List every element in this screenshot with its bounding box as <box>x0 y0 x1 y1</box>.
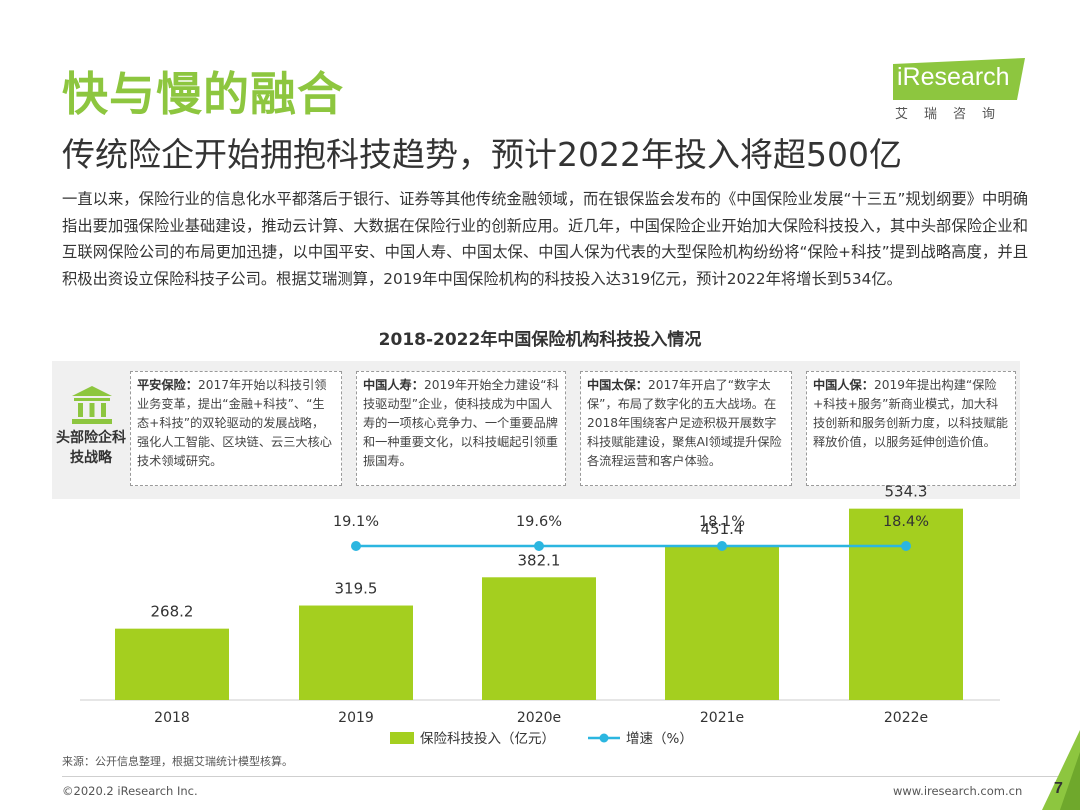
bar <box>665 546 779 700</box>
card-text: 2017年开启了“数字太保”，布局了数字化的五大战场。在2018年围绕客户足迹积… <box>587 378 782 468</box>
copyright-text: ©2020.2 iResearch Inc. <box>62 784 198 798</box>
growth-point <box>534 541 544 551</box>
growth-value-label: 18.4% <box>883 514 929 530</box>
chart-title: 2018-2022年中国保险机构科技投入情况 <box>378 330 702 350</box>
card-text: 2017年开始以科技引领业务变革，提出“金融+科技”、“生态+科技”的双轮驱动的… <box>137 378 332 468</box>
footer-divider <box>62 776 1062 777</box>
legend-swatch-point <box>599 733 609 743</box>
strategy-card-pingan: 平安保险：2017年开始以科技引领业务变革，提出“金融+科技”、“生态+科技”的… <box>130 371 342 486</box>
bar-value-label: 534.3 <box>885 483 928 501</box>
strategy-card-cpic: 中国太保：2017年开启了“数字太保”，布局了数字化的五大战场。在2018年围绕… <box>580 371 792 486</box>
bank-building-icon <box>72 386 112 424</box>
bar-value-label: 451.4 <box>701 520 744 538</box>
card-company-name: 中国人保： <box>813 378 874 392</box>
page-number: 7 <box>1054 780 1063 797</box>
growth-value-label: 19.6% <box>516 514 562 530</box>
card-company-name: 中国太保： <box>587 378 648 392</box>
card-text: 2019年提出构建“保险+科技+服务”新商业模式，加大科技创新和服务创新力度，以… <box>813 378 1008 449</box>
x-tick-label: 2021e <box>700 710 744 726</box>
growth-value-label: 19.1% <box>333 514 379 530</box>
website-text: www.iresearch.com.cn <box>893 784 1023 798</box>
corner-decoration-icon <box>1042 730 1080 810</box>
strategy-card-chinalife: 中国人寿：2019年开始全力建设“科技驱动型”企业，使科技成为中国人寿的一项核心… <box>356 371 566 486</box>
card-company-name: 中国人寿： <box>363 378 424 392</box>
page-title: 快与慢的融合 <box>62 67 344 121</box>
bar <box>849 508 963 700</box>
card-text: 2019年开始全力建设“科技驱动型”企业，使科技成为中国人寿的一项核心竞争力、一… <box>363 378 559 468</box>
source-note: 来源：公开信息整理，根据艾瑞统计模型核算。 <box>62 755 293 768</box>
bar <box>299 605 413 700</box>
card-company-name: 平安保险： <box>137 378 198 392</box>
logo-cn-text: 艾瑞咨询 <box>895 107 1012 122</box>
bar-value-label: 268.2 <box>151 603 194 621</box>
legend-label: 增速（%） <box>626 731 693 747</box>
strategy-card-picc: 中国人保：2019年提出构建“保险+科技+服务”新商业模式，加大科技创新和服务创… <box>806 371 1016 486</box>
growth-point <box>717 541 727 551</box>
iresearch-logo: iResearch 艾瑞咨询 <box>893 58 1033 124</box>
growth-point <box>351 541 361 551</box>
legend-swatch-bar <box>390 732 414 744</box>
bar-value-label: 319.5 <box>335 580 378 598</box>
logo-text: iResearch <box>897 63 1010 91</box>
logo-shape-icon <box>893 58 1025 100</box>
legend-label: 保险科技投入（亿元） <box>420 731 555 747</box>
intro-paragraph: 一直以来，保险行业的信息化水平都落后于银行、证券等其他传统金融领域，而在银保监会… <box>62 190 1028 288</box>
x-tick-label: 2022e <box>884 710 928 726</box>
strategy-label: 头部险企科技战略 <box>56 430 126 466</box>
growth-point <box>901 541 911 551</box>
bar <box>115 628 229 700</box>
bar <box>482 577 596 700</box>
x-tick-label: 2019 <box>338 710 374 726</box>
x-tick-label: 2018 <box>154 710 190 726</box>
bar-value-label: 382.1 <box>518 551 561 569</box>
growth-value-label: 18.1% <box>699 514 745 530</box>
x-tick-label: 2020e <box>517 710 561 726</box>
page-subtitle: 传统险企开始拥抱科技趋势，预计2022年投入将超500亿 <box>62 135 902 174</box>
